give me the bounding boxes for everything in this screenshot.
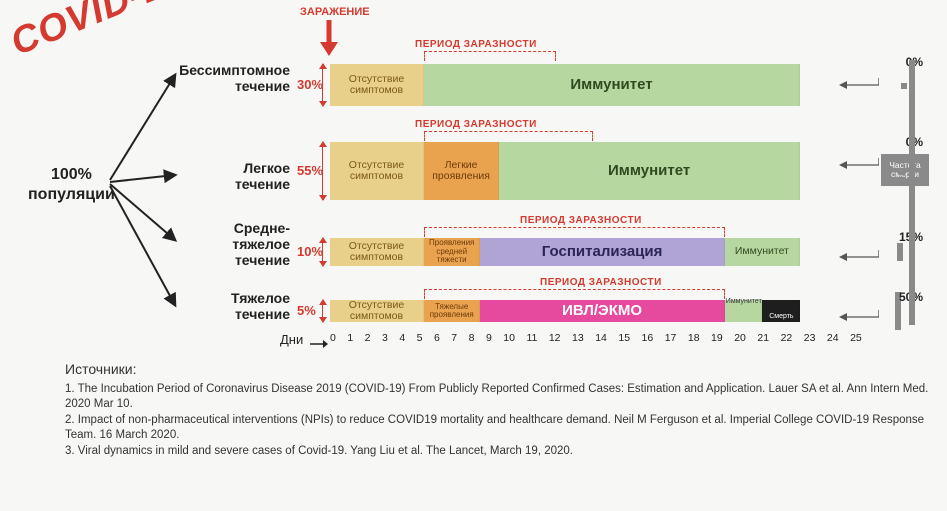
tick: 23 (804, 332, 816, 344)
severe-death-label: Смерть (762, 313, 800, 320)
period-bracket-mild (424, 131, 593, 141)
tick: 17 (665, 332, 677, 344)
period-bracket-moderate (424, 227, 725, 237)
source-item: 2. Impact of non-pharmaceutical interven… (65, 413, 932, 444)
tick: 4 (399, 332, 405, 344)
infection-label: ЗАРАЖЕНИЕ (300, 6, 370, 18)
tick: 7 (451, 332, 457, 344)
track-mild: ОтсутствиесимптомовЛегкиепроявленияИммун… (330, 142, 800, 200)
population-text: популяции (28, 186, 115, 203)
source-item: 1. The Incubation Period of Coronavirus … (65, 382, 932, 413)
track-asymptomatic: ОтсутствиесимптомовИммунитет (330, 64, 800, 106)
tick: 21 (757, 332, 769, 344)
period-label-asymptomatic: ПЕРИОД ЗАРАЗНОСТИ (415, 39, 537, 50)
segment: Иммунитет (725, 238, 800, 266)
sources-heading: Источники: (65, 360, 932, 379)
course-pct-severe: 5% (297, 303, 316, 318)
infection-arrow-icon (318, 20, 340, 56)
period-label-mild: ПЕРИОД ЗАРАЗНОСТИ (415, 119, 537, 130)
tick: 5 (417, 332, 423, 344)
axis-arrow-icon (310, 340, 328, 348)
tick: 15 (618, 332, 630, 344)
death-bar-moderate (897, 243, 903, 261)
course-pct-asymptomatic: 30% (297, 77, 323, 92)
segment: Проявлениясреднейтяжести (424, 238, 480, 266)
segment: Тяжелыепроявления (424, 300, 480, 322)
segment: Отсутствиесимптомов (330, 300, 424, 322)
tick: 2 (365, 332, 371, 344)
tick: 18 (688, 332, 700, 344)
segment: Госпитализация (480, 238, 724, 266)
segment: Иммунитет (499, 142, 800, 200)
tick: 11 (526, 332, 537, 344)
period-label-moderate: ПЕРИОД ЗАРАЗНОСТИ (520, 215, 642, 226)
tick: 20 (734, 332, 746, 344)
course-label-moderate: Средне-тяжелоетечение (175, 220, 290, 268)
population-pct: 100% (51, 166, 92, 183)
tick: 22 (781, 332, 793, 344)
death-bar-master (909, 60, 915, 325)
tick: 16 (642, 332, 654, 344)
period-label-severe: ПЕРИОД ЗАРАЗНОСТИ (540, 277, 662, 288)
death-bar-mild (899, 169, 905, 175)
tick: 13 (572, 332, 584, 344)
tick: 25 (850, 332, 862, 344)
death-arrow-mild (839, 158, 879, 172)
x-axis: Дни 012345678910111213141516171819202122… (280, 332, 862, 354)
tick: 1 (347, 332, 353, 344)
tick: 24 (827, 332, 839, 344)
legend-death-rate: Частота смерти (881, 154, 929, 186)
tick: 19 (711, 332, 723, 344)
tick: 8 (469, 332, 475, 344)
title-covid: COVID-19 (5, 0, 191, 65)
course-pct-moderate: 10% (297, 244, 323, 259)
death-arrow-severe (839, 310, 879, 324)
sources-block: Источники: 1. The Incubation Period of C… (65, 360, 932, 459)
tick: 0 (330, 332, 336, 344)
death-rate-rail: Частота смерти 0%0%15%50% (859, 58, 929, 328)
severe-immunity-label: Иммунитет (725, 298, 763, 305)
segment: Легкиепроявления (424, 142, 499, 200)
segment: ИВЛ/ЭКМО (480, 300, 724, 322)
period-bracket-severe (424, 289, 725, 299)
segment: Иммунитет (424, 64, 800, 106)
tick: 12 (549, 332, 561, 344)
death-arrow-asymptomatic (839, 78, 879, 92)
axis-label: Дни (280, 332, 303, 347)
segment: Отсутствиесимптомов (330, 238, 424, 266)
course-label-asymptomatic: Бессимптомноетечение (175, 62, 290, 94)
tick: 6 (434, 332, 440, 344)
death-arrow-moderate (839, 250, 879, 264)
tick: 3 (382, 332, 388, 344)
tick: 9 (486, 332, 492, 344)
tick: 10 (503, 332, 515, 344)
track-moderate: ОтсутствиесимптомовПроявлениясреднейтяже… (330, 238, 800, 266)
source-item: 3. Viral dynamics in mild and severe cas… (65, 444, 932, 460)
population-label: 100% популяции (28, 165, 115, 205)
course-label-mild: Легкоетечение (175, 160, 290, 192)
tick: 14 (595, 332, 607, 344)
course-pct-mild: 55% (297, 163, 323, 178)
segment: Отсутствиесимптомов (330, 64, 424, 106)
course-label-severe: Тяжелоетечение (175, 290, 290, 322)
segment: Отсутствиесимптомов (330, 142, 424, 200)
period-bracket-asymptomatic (424, 51, 556, 61)
death-bar-asymptomatic (901, 83, 907, 89)
